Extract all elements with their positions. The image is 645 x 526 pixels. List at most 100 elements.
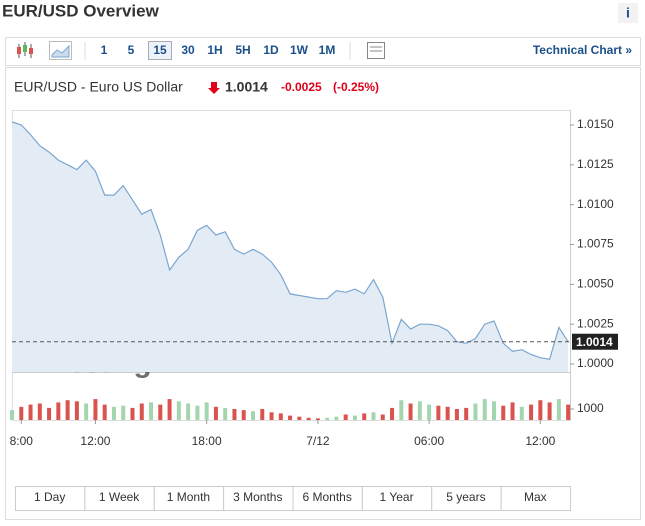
volume-bar [130, 407, 135, 420]
volume-bar [269, 412, 274, 420]
volume-bar [334, 416, 339, 420]
volume-bar [491, 401, 496, 420]
interval-button[interactable]: 1D [263, 43, 279, 57]
panel-border [5, 67, 641, 520]
y-tick-label: 1.0025 [577, 316, 614, 330]
range-button[interactable] [15, 486, 86, 511]
volume-bar [436, 405, 441, 420]
interval-button[interactable]: 1H [207, 43, 222, 57]
volume-bar [37, 403, 42, 420]
y-tick-label: 1.0075 [577, 237, 614, 251]
range-button[interactable] [500, 486, 571, 511]
volume-bar [121, 405, 126, 420]
volume-bar [464, 407, 469, 420]
volume-bar [371, 412, 376, 420]
volume-bar [556, 399, 561, 420]
range-button[interactable] [431, 486, 502, 511]
range-label[interactable]: 6 Months [303, 490, 352, 504]
volume-bar [260, 409, 265, 420]
interval-button[interactable]: 5 [128, 43, 135, 57]
volume-bar [167, 399, 172, 420]
y-tick-label: 1.0150 [577, 117, 614, 131]
volume-bar [232, 409, 237, 420]
quote-change-pct: (-0.25%) [333, 80, 379, 94]
candle-icon[interactable] [17, 42, 33, 58]
x-tick-label: 12:00 [80, 434, 110, 448]
interval-button[interactable]: 1M [319, 43, 336, 57]
quote-change: -0.0025 [281, 80, 322, 94]
interval-button[interactable]: 5H [235, 43, 250, 57]
y-tick-label: 1.0050 [577, 277, 614, 291]
range-label[interactable]: 1 Week [99, 490, 140, 504]
interval-button[interactable]: 1W [290, 43, 309, 57]
info-icon[interactable]: i [626, 5, 630, 21]
volume-bar [186, 403, 191, 420]
volume-bar [343, 414, 348, 420]
volume-bar [149, 402, 154, 420]
volume-bar [417, 401, 422, 420]
volume-bar [47, 407, 52, 420]
volume-bar [445, 406, 450, 420]
volume-bar [195, 405, 200, 420]
volume-bar [454, 409, 459, 420]
range-button[interactable] [84, 486, 155, 511]
volume-bar [74, 401, 79, 420]
info-button[interactable] [618, 3, 638, 23]
interval-button[interactable]: 1 [101, 43, 108, 57]
volume-bar [427, 404, 432, 420]
last-price-tag [572, 333, 618, 350]
range-label[interactable]: Max [524, 490, 547, 504]
volume-bar [399, 400, 404, 420]
volume-bar [408, 403, 413, 420]
range-label[interactable]: 5 years [446, 490, 485, 504]
volume-bar [473, 403, 478, 420]
interval-button[interactable]: 30 [181, 43, 195, 57]
volume-bar [547, 402, 552, 420]
volume-bar [223, 407, 228, 420]
volume-bar [362, 413, 367, 420]
volume-bar [380, 414, 385, 420]
quote-price: 1.0014 [225, 79, 268, 95]
range-label[interactable]: 1 Year [380, 490, 414, 504]
volume-bar [28, 404, 33, 420]
volume-bar [10, 410, 14, 420]
title: EUR/USD Overview [2, 1, 160, 20]
volume-bar [250, 411, 255, 420]
x-tick-label: 12:00 [525, 434, 555, 448]
volume-bar [297, 416, 302, 420]
volume-bar [278, 413, 283, 420]
range-button[interactable] [153, 486, 225, 511]
toolbar [5, 37, 641, 66]
volume-bar [19, 406, 24, 420]
volume-bar [84, 403, 89, 420]
range-label[interactable]: 1 Month [167, 490, 210, 504]
y-tick-label: 1.0000 [577, 356, 614, 370]
volume-bar [325, 417, 330, 420]
volume-bar [482, 399, 487, 420]
price-line [11, 121, 569, 360]
interval-active[interactable] [148, 41, 172, 60]
last-price-label: 1.0014 [576, 335, 613, 349]
range-label[interactable]: 3 Months [233, 490, 282, 504]
interval-button[interactable]: 15 [153, 43, 167, 57]
volume-bar [139, 403, 144, 420]
down-arrow [208, 82, 220, 94]
volume-bar [288, 415, 293, 420]
x-tick-label: 8:00 [10, 434, 34, 448]
volume-bar [519, 406, 524, 420]
volume-bar [501, 405, 506, 420]
volume-bar [213, 406, 218, 420]
volume-bar [529, 404, 534, 420]
range-label[interactable]: 1 Day [34, 490, 65, 504]
volume-bar [158, 404, 163, 420]
volume-bar [56, 402, 61, 420]
volume-bar [176, 401, 181, 420]
volume-bar [111, 406, 116, 420]
y-tick-label: 1.0100 [577, 197, 614, 211]
technical-chart-link[interactable]: Technical Chart » [533, 43, 632, 57]
quote-name: EUR/USD - Euro US Dollar [14, 79, 183, 95]
volume-bar [93, 399, 98, 420]
volume-bar [566, 404, 571, 420]
x-tick-label: 06:00 [414, 434, 444, 448]
